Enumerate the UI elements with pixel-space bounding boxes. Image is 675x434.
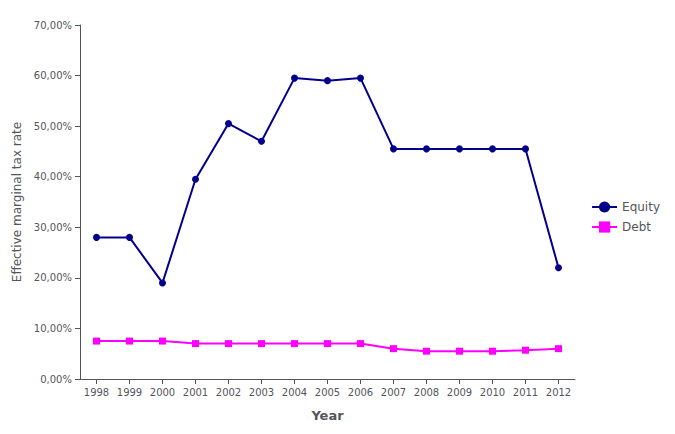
svg-text:2005: 2005 bbox=[315, 387, 340, 398]
svg-text:Equity: Equity bbox=[622, 200, 660, 214]
svg-text:60,00%: 60,00% bbox=[34, 70, 72, 81]
svg-text:Debt: Debt bbox=[622, 220, 651, 234]
svg-text:40,00%: 40,00% bbox=[34, 171, 72, 182]
svg-text:2012: 2012 bbox=[546, 387, 571, 398]
svg-text:2007: 2007 bbox=[381, 387, 406, 398]
svg-text:Effective marginal tax rate: Effective marginal tax rate bbox=[10, 122, 24, 282]
svg-text:70,00%: 70,00% bbox=[34, 20, 72, 31]
svg-text:0,00%: 0,00% bbox=[40, 374, 72, 385]
svg-text:30,00%: 30,00% bbox=[34, 222, 72, 233]
svg-text:20,00%: 20,00% bbox=[34, 272, 72, 283]
svg-text:1999: 1999 bbox=[117, 387, 142, 398]
svg-text:2006: 2006 bbox=[348, 387, 373, 398]
svg-text:1998: 1998 bbox=[84, 387, 109, 398]
svg-text:2003: 2003 bbox=[249, 387, 274, 398]
svg-text:2002: 2002 bbox=[216, 387, 241, 398]
svg-text:2001: 2001 bbox=[183, 387, 208, 398]
svg-text:10,00%: 10,00% bbox=[34, 323, 72, 334]
svg-text:2011: 2011 bbox=[513, 387, 538, 398]
svg-text:Year: Year bbox=[310, 408, 344, 423]
svg-text:2008: 2008 bbox=[414, 387, 439, 398]
svg-text:50,00%: 50,00% bbox=[34, 121, 72, 132]
svg-text:2000: 2000 bbox=[150, 387, 175, 398]
svg-text:2010: 2010 bbox=[480, 387, 505, 398]
svg-text:2004: 2004 bbox=[282, 387, 307, 398]
svg-text:2009: 2009 bbox=[447, 387, 472, 398]
